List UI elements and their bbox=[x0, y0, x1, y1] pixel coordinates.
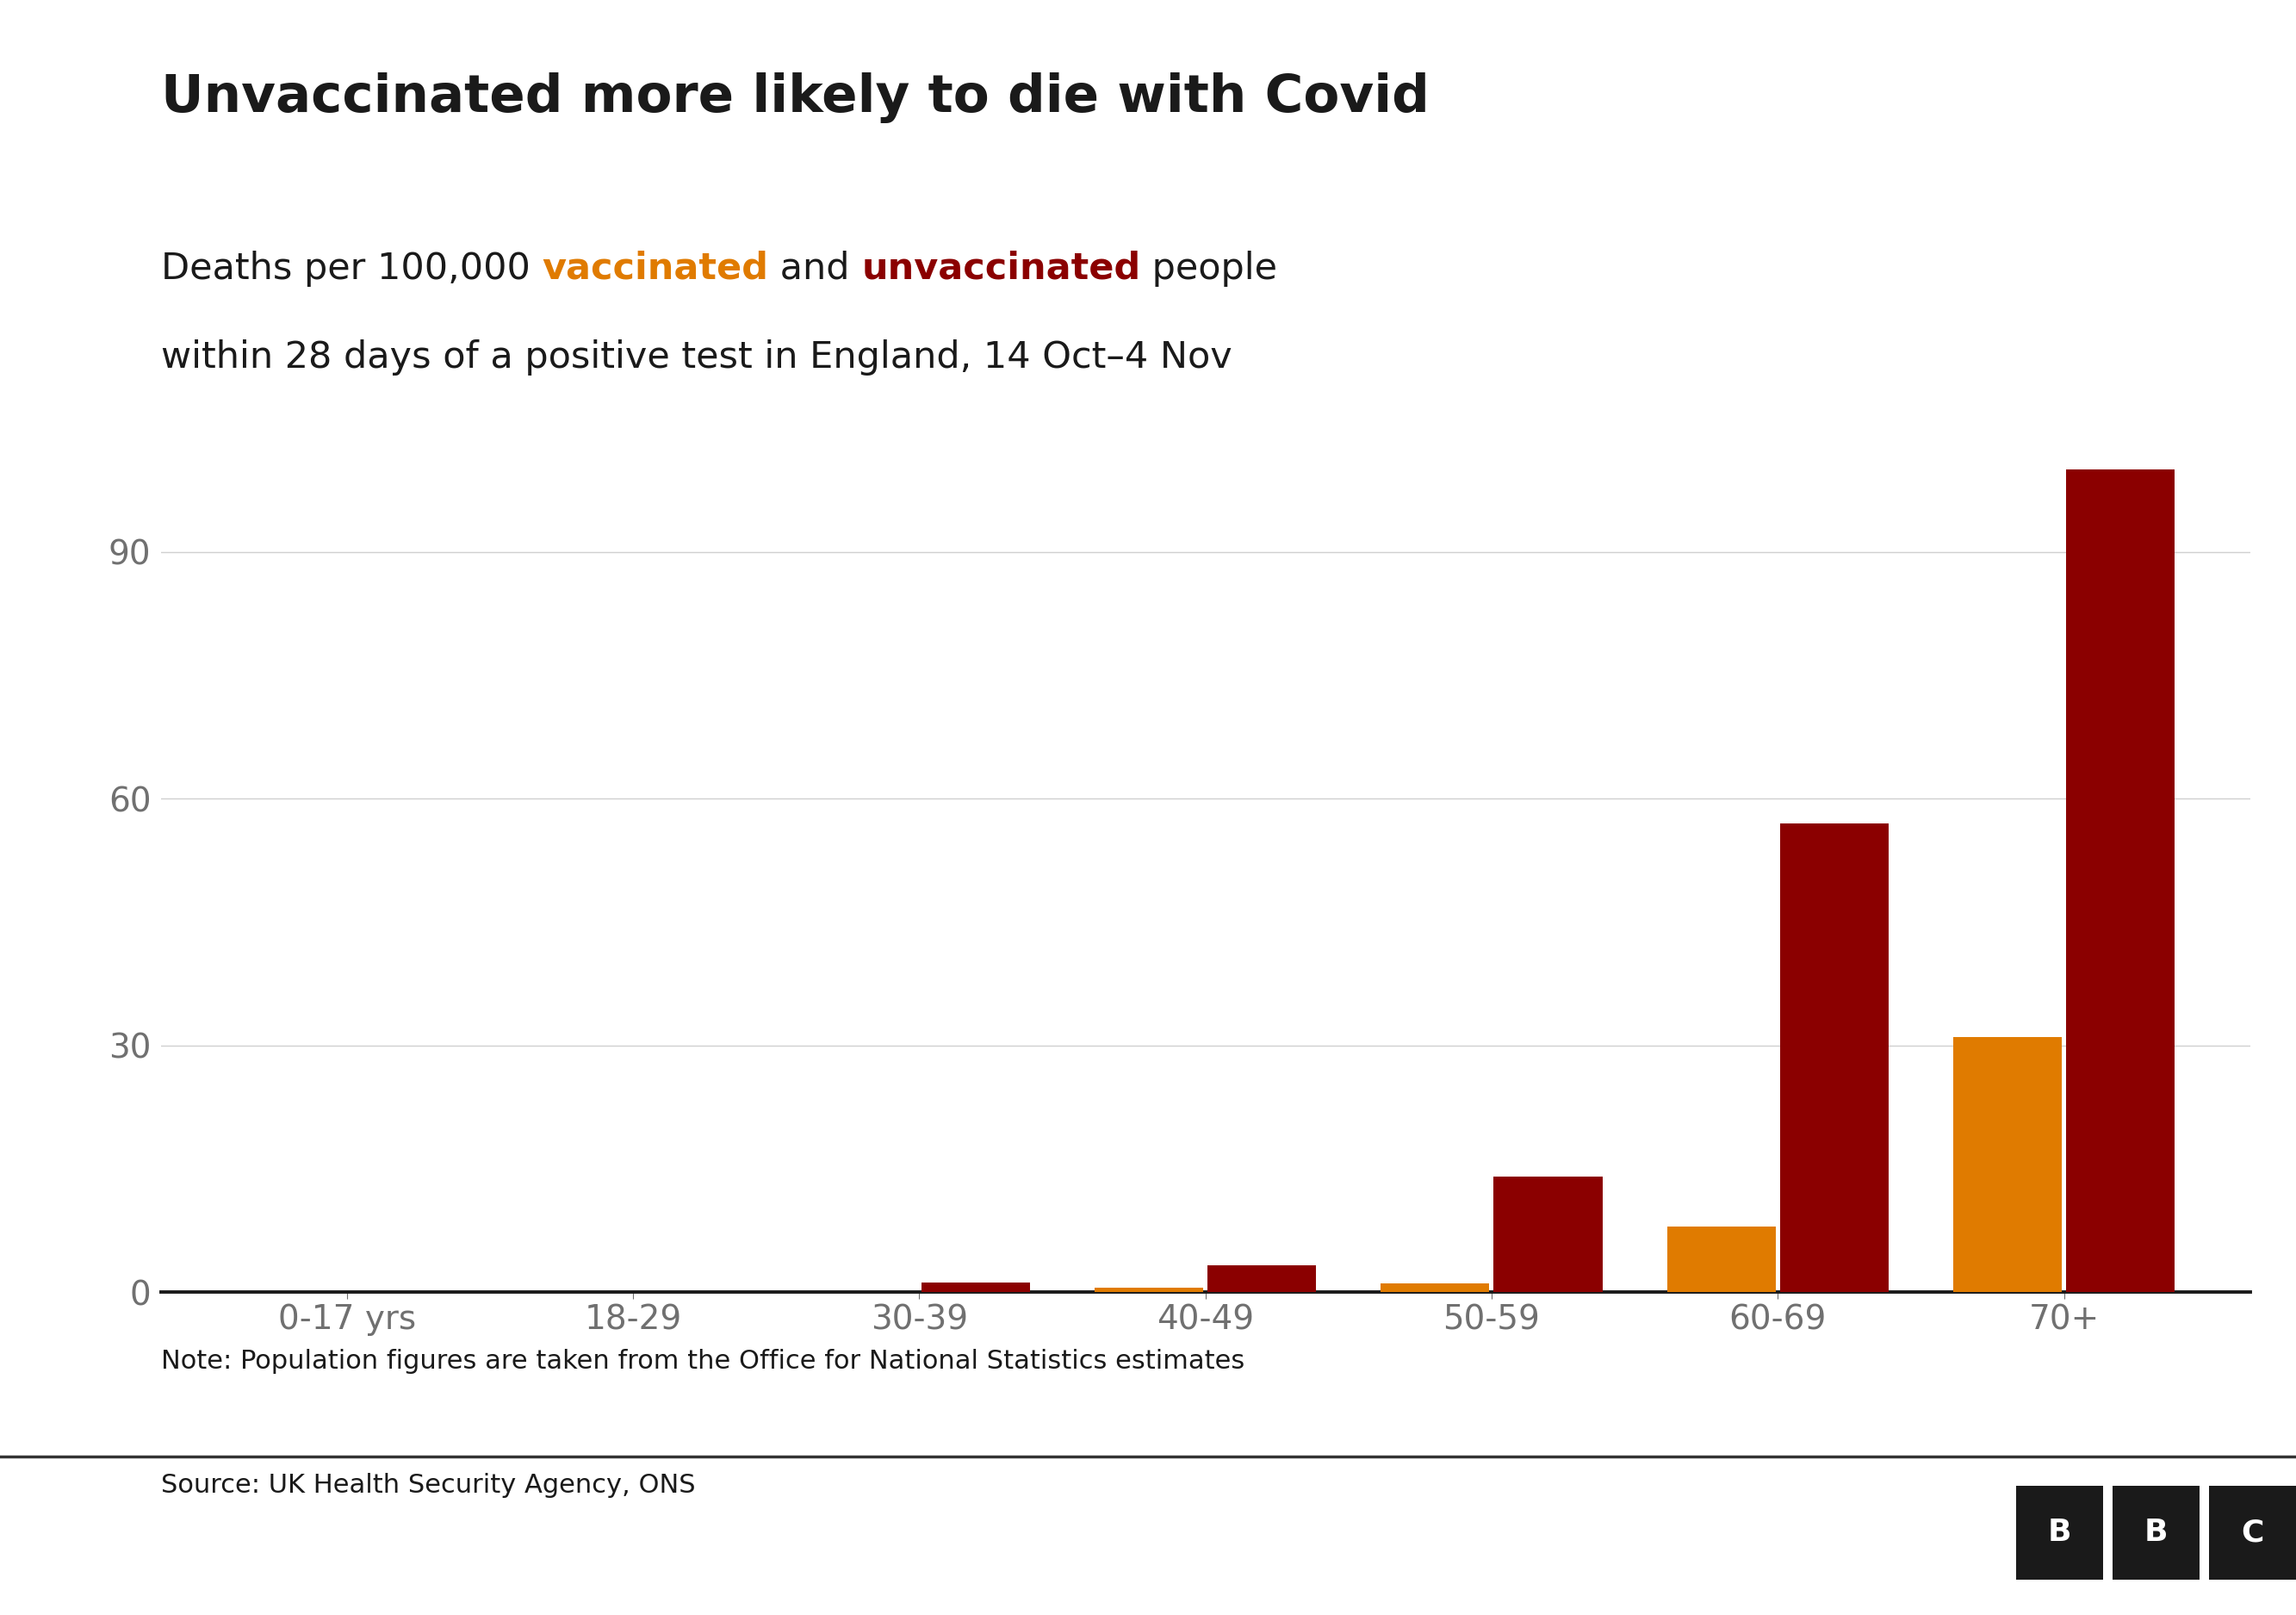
Text: B: B bbox=[2144, 1518, 2167, 1547]
Text: Note: Population figures are taken from the Office for National Statistics estim: Note: Population figures are taken from … bbox=[161, 1349, 1244, 1373]
Bar bbox=[1954, 1037, 2062, 1292]
Text: and: and bbox=[769, 250, 861, 286]
Bar bbox=[1779, 824, 1890, 1292]
Bar bbox=[2066, 470, 2174, 1292]
Text: within 28 days of a positive test in England, 14 Oct–4 Nov: within 28 days of a positive test in Eng… bbox=[161, 339, 1233, 375]
Text: Source: UK Health Security Agency, ONS: Source: UK Health Security Agency, ONS bbox=[161, 1473, 696, 1497]
Text: Deaths per 100,000: Deaths per 100,000 bbox=[161, 250, 542, 286]
Text: Unvaccinated more likely to die with Covid: Unvaccinated more likely to die with Cov… bbox=[161, 73, 1428, 123]
Text: B: B bbox=[2048, 1518, 2071, 1547]
Bar bbox=[2209, 1486, 2296, 1579]
Bar bbox=[921, 1282, 1031, 1292]
Bar bbox=[2016, 1486, 2103, 1579]
Text: C: C bbox=[2241, 1518, 2264, 1547]
Bar bbox=[1095, 1287, 1203, 1292]
Text: unvaccinated: unvaccinated bbox=[861, 250, 1141, 286]
Bar bbox=[1667, 1226, 1775, 1292]
Bar bbox=[1495, 1177, 1603, 1292]
Text: vaccinated: vaccinated bbox=[542, 250, 769, 286]
Bar bbox=[2112, 1486, 2200, 1579]
Bar bbox=[1208, 1266, 1316, 1292]
Text: people: people bbox=[1141, 250, 1277, 286]
Bar bbox=[1380, 1284, 1490, 1292]
